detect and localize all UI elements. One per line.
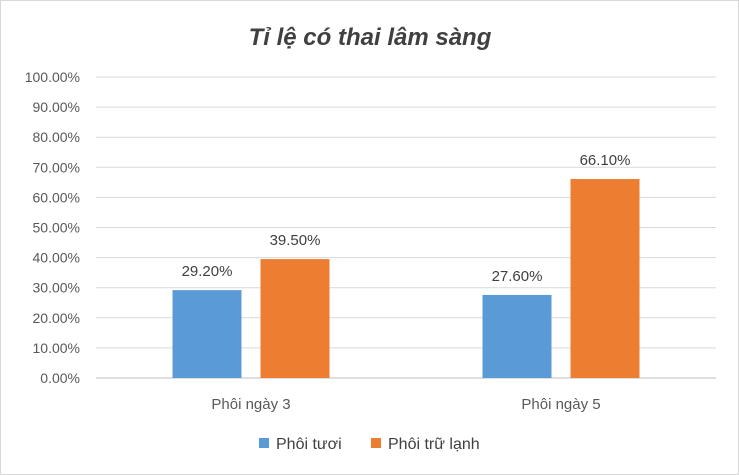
y-tick-label: 60.00% — [33, 189, 80, 205]
legend-swatch — [371, 438, 381, 448]
y-tick-label: 50.00% — [33, 220, 80, 236]
bar-phôi-trữ-lạnh-1 — [260, 259, 330, 378]
y-tick-label: 80.00% — [33, 129, 80, 145]
legend: Phôi tươi Phôi trữ lạnh — [259, 436, 480, 453]
legend-label: Phôi trữ lạnh — [388, 436, 480, 453]
x-tick-label: Phôi ngày 3 — [211, 396, 290, 413]
bars: 29.20% 39.50% 27.60% 66.10% — [172, 152, 640, 378]
y-axis: 0.00% 10.00% 20.00% 30.00% 40.00% 50.00% 60.00… — [25, 69, 80, 386]
bar-phôi-tươi-2 — [482, 294, 552, 378]
data-label: 39.50% — [270, 232, 321, 249]
data-label: 27.60% — [492, 268, 543, 285]
y-tick-label: 30.00% — [33, 280, 80, 296]
data-label: 66.10% — [580, 152, 631, 169]
data-label: 29.20% — [182, 263, 233, 280]
bar-phôi-trữ-lạnh-2 — [570, 179, 640, 378]
x-tick-label: Phôi ngày 5 — [521, 396, 600, 413]
y-tick-label: 0.00% — [40, 370, 80, 386]
y-tick-label: 40.00% — [33, 250, 80, 266]
y-tick-label: 20.00% — [33, 310, 80, 326]
y-tick-label: 70.00% — [33, 159, 80, 175]
legend-swatch — [259, 438, 269, 448]
y-tick-label: 100.00% — [25, 69, 80, 85]
bar-phôi-tươi-1 — [172, 290, 242, 378]
y-tick-label: 10.00% — [33, 340, 80, 356]
y-tick-label: 90.00% — [33, 99, 80, 115]
legend-label: Phôi tươi — [276, 436, 342, 453]
x-axis: Phôi ngày 3 Phôi ngày 5 — [211, 396, 600, 413]
chart-title: Tỉ lệ có thai lâm sàng — [249, 24, 492, 51]
